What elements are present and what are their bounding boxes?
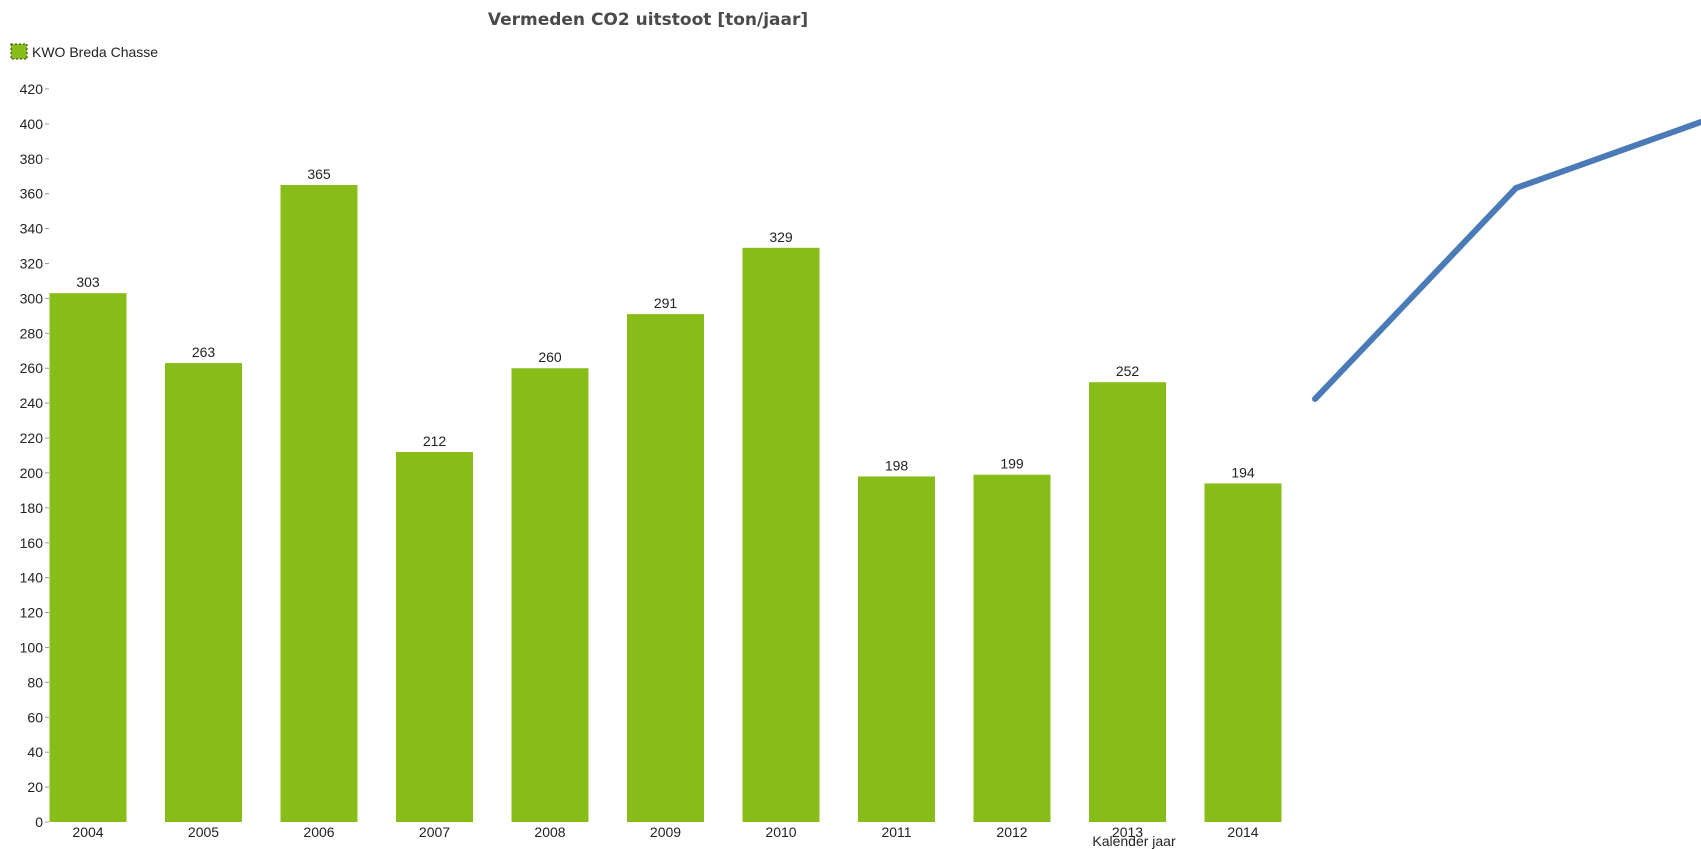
- bar-2008: [512, 368, 589, 822]
- value-label-2012: 199: [1000, 456, 1024, 472]
- y-tick-label: 0: [35, 814, 43, 830]
- value-label-2009: 291: [654, 295, 678, 311]
- y-tick-label: 60: [27, 709, 43, 725]
- y-tick-label: 180: [20, 500, 44, 516]
- x-tick-label-2014: 2014: [1227, 824, 1258, 840]
- value-label-2014: 194: [1231, 464, 1255, 480]
- value-label-2011: 198: [885, 457, 909, 473]
- x-tick-label-2006: 2006: [303, 824, 334, 840]
- overlay-line: [1315, 122, 1701, 399]
- y-tick-label: 360: [20, 186, 44, 202]
- y-axis: 0 20 40 60 80 100 120 140 160 180 200 220 240 260 280 3…: [20, 81, 49, 830]
- value-label-2007: 212: [423, 433, 447, 449]
- x-tick-label-2005: 2005: [188, 824, 219, 840]
- x-tick-label-2011: 2011: [881, 824, 911, 840]
- x-tick-label-2010: 2010: [765, 824, 796, 840]
- bar-2006: [281, 185, 358, 822]
- y-tick-label: 400: [20, 116, 44, 132]
- y-tick-label: 320: [20, 256, 44, 272]
- x-tick-label-2012: 2012: [996, 824, 1027, 840]
- y-tick-label: 340: [20, 221, 44, 237]
- x-tick-label-2008: 2008: [534, 824, 565, 840]
- y-tick-label: 260: [20, 360, 44, 376]
- legend: KWO Breda Chasse: [11, 44, 158, 60]
- y-tick-label: 160: [20, 535, 44, 551]
- y-tick-label: 40: [27, 744, 43, 760]
- bar-2011: [858, 476, 935, 822]
- bar-2009: [627, 314, 704, 822]
- y-tick-label: 420: [20, 81, 44, 97]
- y-tick-label: 140: [20, 570, 44, 586]
- y-tick-label: 300: [20, 290, 44, 306]
- x-tick-label-2009: 2009: [650, 824, 681, 840]
- legend-label: KWO Breda Chasse: [32, 44, 158, 60]
- value-label-2013: 252: [1116, 363, 1140, 379]
- y-tick-label: 240: [20, 395, 44, 411]
- x-tick-label-2007: 2007: [419, 824, 450, 840]
- y-tick-label: 120: [20, 605, 44, 621]
- y-tick-label: 280: [20, 325, 44, 341]
- bar-2010: [743, 248, 820, 822]
- bar-2012: [974, 475, 1051, 822]
- y-tick-label: 100: [20, 639, 44, 655]
- value-label-2010: 329: [769, 229, 793, 245]
- legend-swatch: [11, 44, 27, 59]
- value-label-2004: 303: [76, 274, 100, 290]
- y-tick-label: 380: [20, 151, 44, 167]
- value-label-2006: 365: [307, 166, 331, 182]
- value-label-2005: 263: [192, 344, 216, 360]
- x-tick-label-2004: 2004: [72, 824, 103, 840]
- y-tick-label: 80: [27, 674, 43, 690]
- chart-title: Vermeden CO2 uitstoot [ton/jaar]: [488, 10, 808, 30]
- value-label-2008: 260: [538, 349, 562, 365]
- bar-2004: [50, 293, 127, 822]
- bar-2014: [1205, 483, 1282, 822]
- y-tick-label: 20: [27, 779, 43, 795]
- y-tick-label: 200: [20, 465, 44, 481]
- bars: [50, 185, 1282, 822]
- bar-2005: [165, 363, 242, 822]
- x-axis: 2004 2005 2006 2007 2008 2009 2010 2011 2012 2013…: [72, 824, 1258, 840]
- y-tick-label: 220: [20, 430, 44, 446]
- bar-2013: [1089, 382, 1166, 822]
- bar-2007: [396, 452, 473, 822]
- x-axis-label: Kalender jaar: [1092, 833, 1176, 849]
